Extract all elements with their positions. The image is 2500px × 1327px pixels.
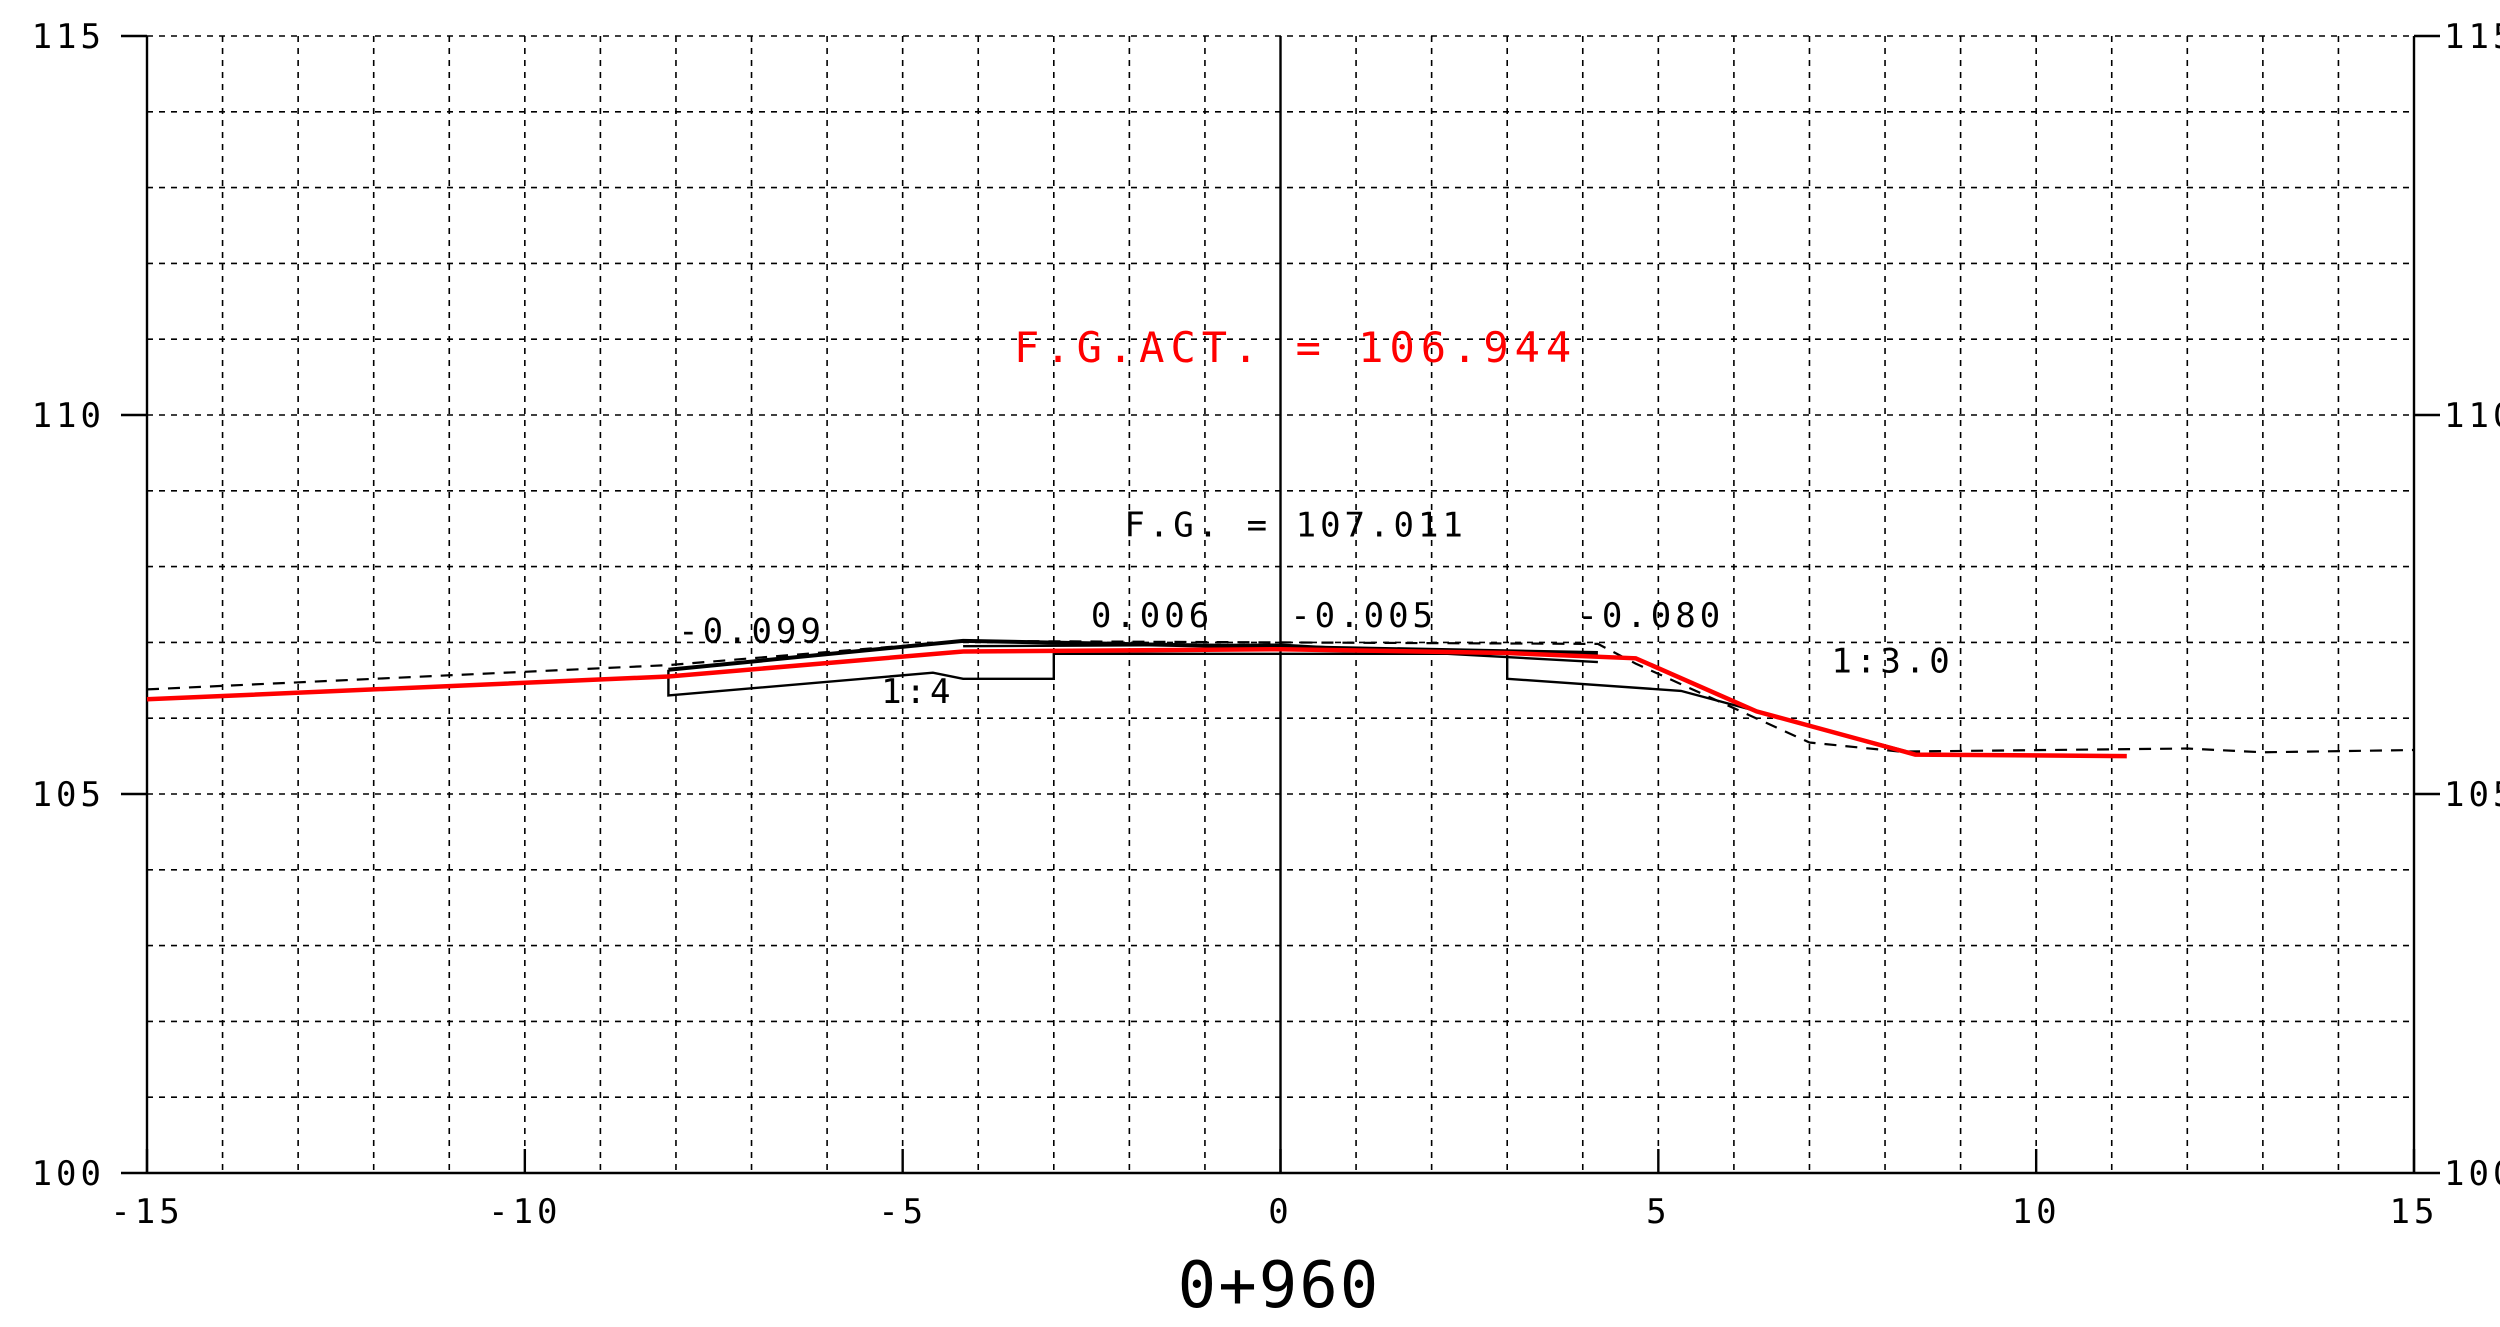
y-tick-label-left: 100 (32, 1154, 105, 1194)
series-actual (146, 646, 2127, 759)
x-tick-label: 10 (2012, 1192, 2061, 1232)
x-tick-label: -5 (878, 1192, 927, 1232)
y-tick-label-right: 105 (2444, 775, 2500, 815)
y-tick-label-left: 115 (32, 17, 105, 57)
x-tick-label: -10 (488, 1192, 561, 1232)
side-slope-left-label: 1:4 (881, 672, 954, 712)
frame-layer (145, 36, 2416, 1175)
y-tick-label-right: 110 (2444, 396, 2500, 436)
fg-label: F.G. = 107.011 (1124, 505, 1467, 545)
series-layer (146, 638, 2415, 759)
x-tick-label: 5 (1646, 1192, 1670, 1232)
slope-right-inner-label: -0.005 (1290, 596, 1437, 636)
y-tick-label-left: 110 (32, 396, 105, 436)
y-tick-label-right: 100 (2444, 1154, 2500, 1194)
slope-left-outer-label: -0.099 (678, 611, 825, 651)
annotation-layer: F.G.ACT. = 106.944 F.G. = 107.011 -0.099… (678, 323, 1953, 712)
slope-left-inner-label: 0.006 (1091, 596, 1213, 636)
tick-layer: -15-10-5051015100100105105110110115115 (32, 17, 2500, 1232)
fg-actual-label: F.G.ACT. = 106.944 (1014, 323, 1577, 372)
x-tick-label: -15 (110, 1192, 183, 1232)
series-existing (146, 639, 2415, 754)
series-design-road (963, 643, 1598, 664)
x-tick-label: 0 (1268, 1192, 1292, 1232)
station-title: 0+960 (1178, 1249, 1381, 1322)
slope-right-outer-label: -0.080 (1577, 596, 1724, 636)
side-slope-right-label: 1:3.0 (1831, 642, 1953, 682)
series-design-outline (667, 652, 1909, 753)
y-tick-label-left: 105 (32, 775, 105, 815)
x-tick-label: 15 (2390, 1192, 2439, 1232)
y-tick-label-right: 115 (2444, 17, 2500, 57)
